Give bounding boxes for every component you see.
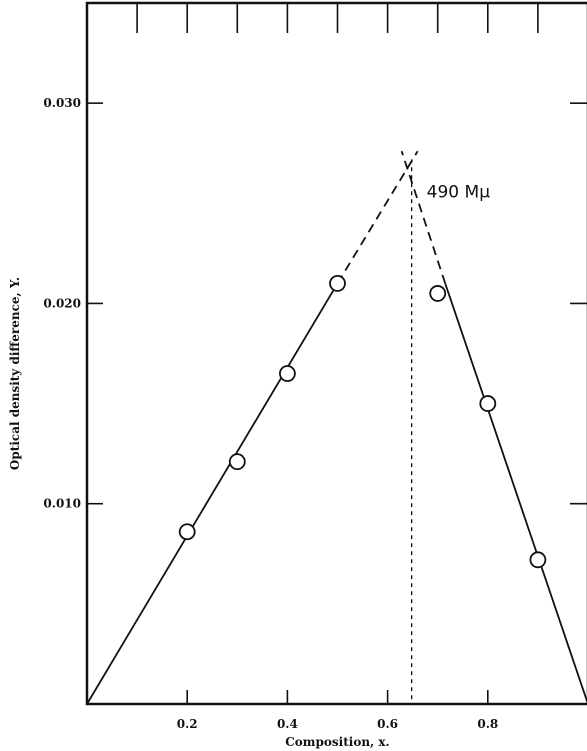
fit-lines	[86, 150, 587, 705]
y-tick-label: 0.030	[43, 96, 81, 110]
wavelength-annotation: 490 Mμ	[427, 182, 491, 202]
data-point	[329, 274, 346, 292]
y-tick-label: 0.010	[43, 497, 81, 511]
tick-labels: 0.2 0.4 0.6 0.8 0.010 0.020 0.030	[43, 96, 498, 731]
data-point	[479, 395, 497, 412]
axis-ticks	[87, 3, 587, 704]
right-fit-solid-line	[444, 283, 587, 704]
x-axis-label: Composition, x.	[285, 735, 389, 749]
x-tick-label: 0.8	[477, 717, 498, 731]
y-axis-label: Optical density difference, Y.	[8, 277, 22, 470]
left-fit-extension-line	[336, 150, 419, 284]
data-point	[429, 285, 447, 302]
data-point	[278, 365, 296, 382]
plot-border	[85, 1, 587, 706]
y-tick-label: 0.020	[43, 296, 81, 310]
x-tick-label: 0.6	[377, 717, 398, 731]
data-points	[178, 274, 547, 569]
data-point	[529, 551, 547, 569]
data-point	[178, 523, 196, 541]
x-tick-label: 0.4	[277, 717, 298, 731]
left-fit-solid-line	[86, 282, 339, 705]
right-fit-extension-line	[400, 150, 447, 284]
data-point	[228, 453, 246, 471]
x-tick-label: 0.2	[177, 717, 198, 731]
plot-frame	[85, 1, 587, 706]
